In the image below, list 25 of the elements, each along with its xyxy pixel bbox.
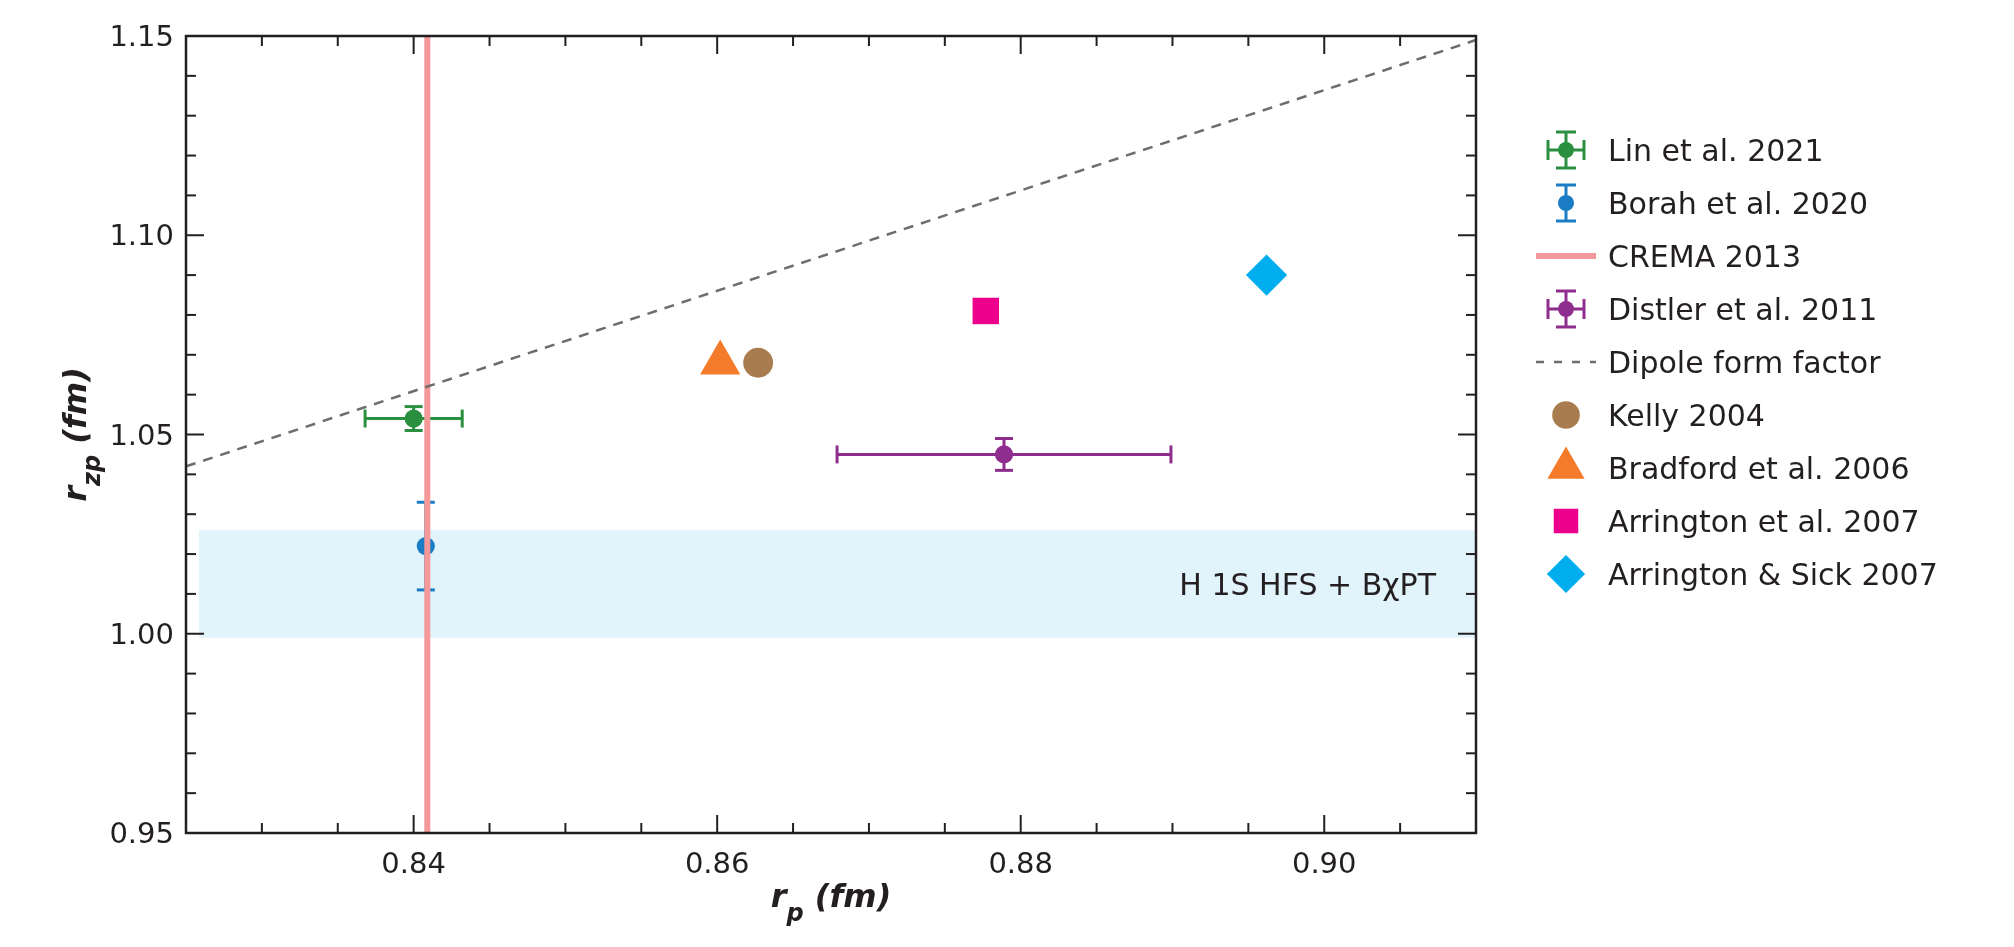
legend-label: Kelly 2004	[1608, 398, 1765, 433]
y-tick-label: 1.05	[109, 417, 174, 452]
legend-label: Dipole form factor	[1608, 345, 1882, 380]
point	[1245, 254, 1288, 296]
x-tick-label: 0.90	[1291, 846, 1357, 880]
legend-label: Arrington et al. 2007	[1608, 504, 1920, 539]
point	[972, 297, 1000, 325]
legend-label: Borah et al. 2020	[1608, 186, 1869, 221]
point	[743, 347, 774, 378]
legend-label: Lin et al. 2021	[1608, 133, 1824, 168]
legend-label: Bradford et al. 2006	[1608, 451, 1910, 486]
y-tick-label: 1.10	[109, 218, 174, 253]
x-axis-title: r$_{p}$ (fm)	[770, 877, 892, 927]
legend-label: Distler et al. 2011	[1608, 292, 1878, 327]
legend-label: CREMA 2013	[1608, 239, 1802, 274]
y-tick-label: 1.15	[109, 19, 174, 53]
point	[404, 409, 423, 428]
x-tick-label: 0.86	[684, 846, 750, 880]
x-tick-label: 0.88	[988, 846, 1053, 880]
band-label: H 1S HFS + BχPT	[1179, 566, 1437, 602]
y-tick-label: 1.00	[109, 616, 174, 651]
point	[994, 445, 1014, 464]
y-tick-label: 0.95	[109, 816, 174, 850]
x-tick-label: 0.84	[381, 846, 446, 880]
legend-label: Arrington & Sick 2007	[1608, 557, 1938, 592]
